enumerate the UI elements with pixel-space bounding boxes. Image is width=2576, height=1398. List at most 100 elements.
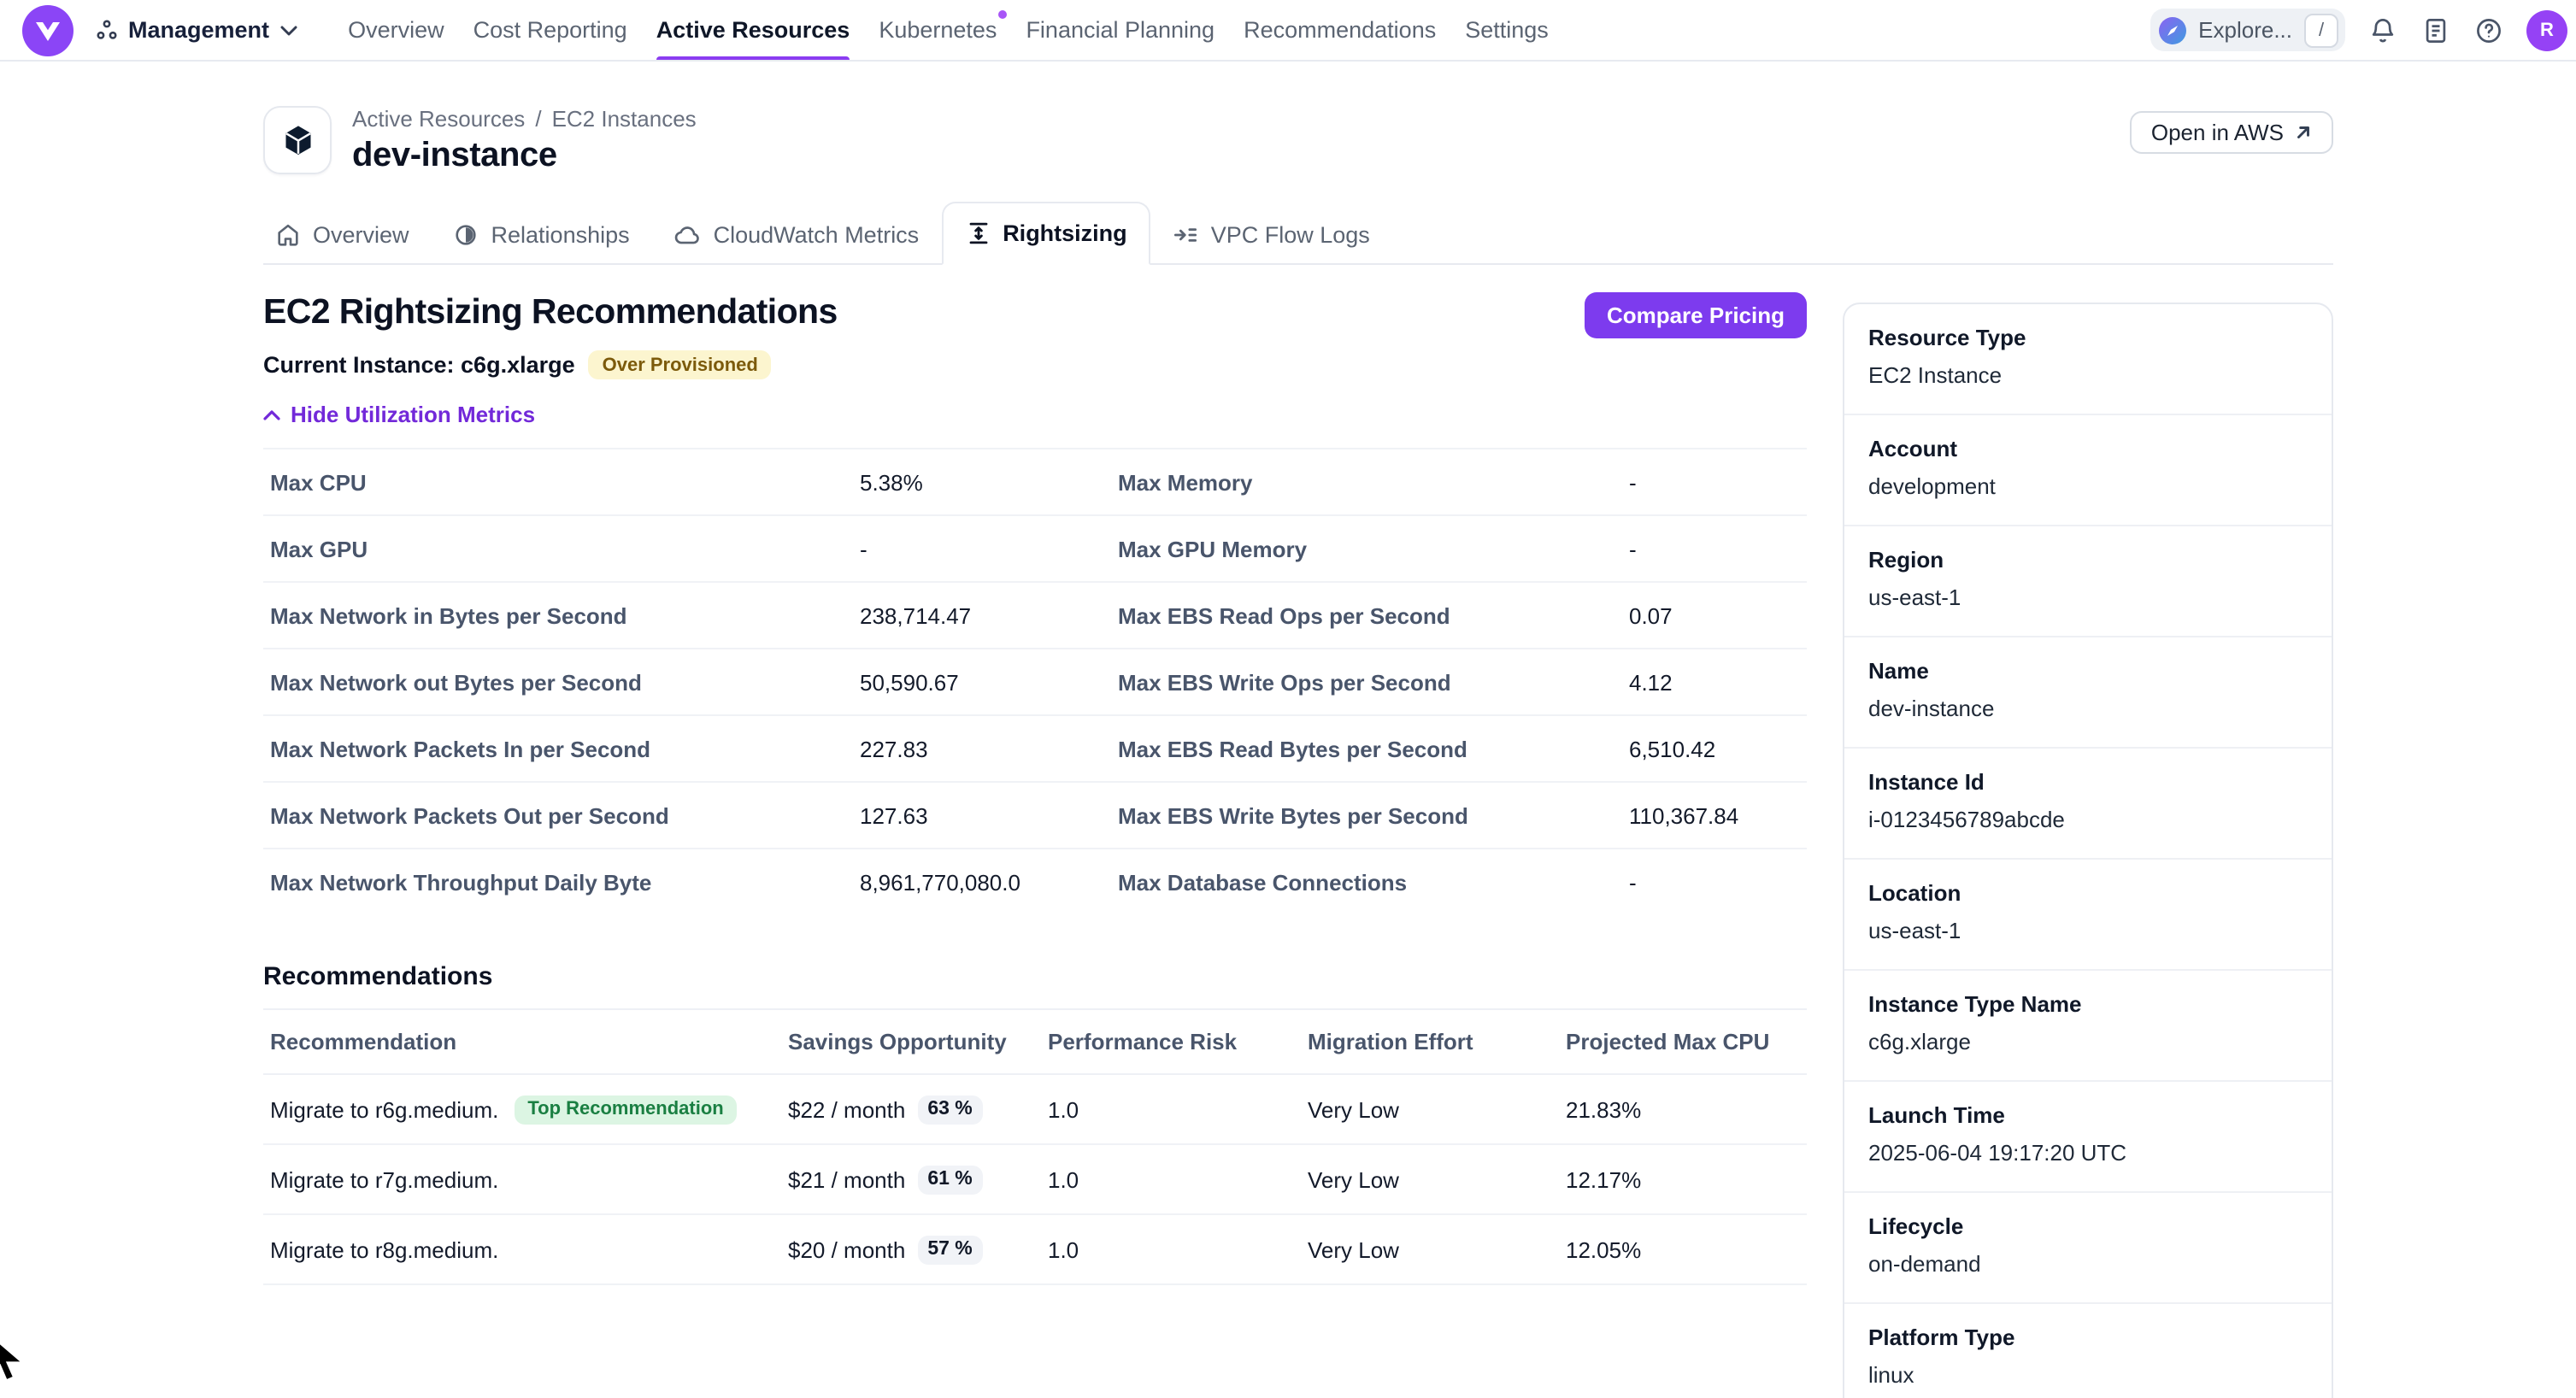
recommendation-row[interactable]: Migrate to r7g.medium. $21 / month 61 % … <box>263 1145 1807 1215</box>
metric-value: - <box>1629 536 1637 561</box>
chevron-up-icon <box>263 409 280 420</box>
column-header: Recommendation <box>270 1029 457 1054</box>
nav-item-cost-reporting[interactable]: Cost Reporting <box>473 17 627 43</box>
metric-value: 6,510.42 <box>1629 736 1716 761</box>
rightsizing-panel: EC2 Rightsizing Recommendations Compare … <box>263 292 1807 1285</box>
metric-row: Max Network Packets In per Second 227.83… <box>263 716 1807 783</box>
recommendation-name: Migrate to r6g.medium. <box>270 1096 499 1122</box>
tab-overview[interactable]: Overview <box>263 205 432 263</box>
savings-amount: $20 / month <box>788 1236 906 1262</box>
metric-label: Max Network Packets In per Second <box>270 736 651 761</box>
recommendation-row[interactable]: Migrate to r6g.medium. Top Recommendatio… <box>263 1075 1807 1145</box>
performance-risk: 1.0 <box>1048 1166 1079 1192</box>
resize-vertical-icon <box>965 220 991 246</box>
metric-label: Max Network in Bytes per Second <box>270 602 627 628</box>
metric-value: 127.63 <box>860 802 928 828</box>
docs-icon[interactable] <box>2420 15 2451 45</box>
current-instance-label: Current Instance: c6g.xlarge <box>263 352 575 378</box>
open-in-aws-button[interactable]: Open in AWS <box>2130 111 2333 154</box>
top-recommendation-badge: Top Recommendation <box>514 1095 738 1124</box>
org-dots-icon <box>96 19 118 41</box>
nav-item-active-resources[interactable]: Active Resources <box>656 0 850 60</box>
nav-item-overview[interactable]: Overview <box>348 17 444 43</box>
metric-value: - <box>1629 469 1637 495</box>
new-feature-dot <box>998 10 1008 19</box>
column-header: Performance Risk <box>1048 1029 1238 1054</box>
breadcrumb-ec2-instances[interactable]: EC2 Instances <box>551 106 697 132</box>
metric-value: - <box>1629 869 1637 895</box>
compare-pricing-button[interactable]: Compare Pricing <box>1584 292 1807 338</box>
metric-row: Max CPU 5.38% Max Memory - <box>263 449 1807 516</box>
detail-label: Instance Type Name <box>1868 991 2082 1017</box>
performance-risk: 1.0 <box>1048 1236 1079 1262</box>
notifications-bell-icon[interactable] <box>2367 15 2398 45</box>
detail-row: Resource Type EC2 Instance <box>1844 304 2332 415</box>
page-title: dev-instance <box>352 137 557 174</box>
detail-row: Launch Time 2025-06-04 19:17:20 UTC <box>1844 1082 2332 1193</box>
slash-shortcut-key: / <box>2304 13 2338 47</box>
breadcrumb: Active Resources / EC2 Instances <box>352 106 697 132</box>
resource-icon-card <box>263 106 332 174</box>
nav-right-cluster: Explore... / R <box>2150 9 2567 51</box>
metric-label: Max EBS Read Bytes per Second <box>1118 736 1467 761</box>
detail-label: Region <box>1868 547 1944 573</box>
detail-value: c6g.xlarge <box>1868 1029 1971 1054</box>
recommendations-table: Recommendation Savings Opportunity Perfo… <box>263 1008 1807 1285</box>
tab-vpc-flow-logs[interactable]: VPC Flow Logs <box>1151 205 1392 263</box>
workspace-menu-label: Management <box>128 17 270 43</box>
detail-value: EC2 Instance <box>1868 362 2003 388</box>
recommendation-name: Migrate to r8g.medium. <box>270 1236 499 1262</box>
help-icon[interactable] <box>2473 15 2504 45</box>
tab-rightsizing[interactable]: Rightsizing <box>941 202 1151 265</box>
detail-value: on-demand <box>1868 1251 1981 1277</box>
metric-row: Max Network Throughput Daily Byte 8,961,… <box>263 849 1807 914</box>
nav-item-settings[interactable]: Settings <box>1465 17 1549 43</box>
metric-label: Max Memory <box>1118 469 1253 495</box>
detail-row: Lifecycle on-demand <box>1844 1193 2332 1304</box>
tab-cloudwatch-metrics[interactable]: CloudWatch Metrics <box>652 205 942 263</box>
tab-relationships[interactable]: Relationships <box>432 205 652 263</box>
savings-percent-badge: 61 % <box>917 1165 983 1194</box>
arrow-up-right-icon <box>2294 123 2313 142</box>
section-heading: EC2 Rightsizing Recommendations <box>263 292 838 332</box>
detail-label: Resource Type <box>1868 325 2026 350</box>
page-header: Active Resources / EC2 Instances dev-ins… <box>263 106 2333 176</box>
metric-value: 227.83 <box>860 736 928 761</box>
detail-label: Launch Time <box>1868 1102 2005 1128</box>
detail-value: development <box>1868 473 1996 499</box>
metric-label: Max EBS Write Bytes per Second <box>1118 802 1468 828</box>
recommendation-row[interactable]: Migrate to r8g.medium. $20 / month 57 % … <box>263 1215 1807 1285</box>
detail-label: Lifecycle <box>1868 1213 1964 1239</box>
savings-amount: $22 / month <box>788 1096 906 1122</box>
detail-label: Name <box>1868 658 1929 684</box>
breadcrumb-active-resources[interactable]: Active Resources <box>352 106 526 132</box>
detail-row: Platform Type linux <box>1844 1304 2332 1398</box>
column-header: Projected Max CPU <box>1566 1029 1770 1054</box>
title-block: Active Resources / EC2 Instances dev-ins… <box>352 106 697 176</box>
nav-item-kubernetes[interactable]: Kubernetes <box>879 0 1008 60</box>
nav-item-financial-planning[interactable]: Financial Planning <box>1026 17 1215 43</box>
user-avatar[interactable]: R <box>2526 9 2567 50</box>
detail-row: Location us-east-1 <box>1844 860 2332 971</box>
metric-value: 238,714.47 <box>860 602 972 628</box>
metric-label: Max EBS Write Ops per Second <box>1118 669 1451 695</box>
metric-value: - <box>860 536 867 561</box>
metric-value: 5.38% <box>860 469 923 495</box>
toggle-utilization-metrics-link[interactable]: Hide Utilization Metrics <box>263 402 1807 427</box>
over-provisioned-badge: Over Provisioned <box>588 350 772 379</box>
resource-details-card: Resource Type EC2 Instance Account devel… <box>1843 303 2333 1398</box>
migration-effort: Very Low <box>1308 1236 1399 1262</box>
column-header: Migration Effort <box>1308 1029 1473 1054</box>
brand-logo-icon[interactable] <box>22 4 74 56</box>
recommendations-header-row: Recommendation Savings Opportunity Perfo… <box>263 1008 1807 1075</box>
detail-value: us-east-1 <box>1868 584 1961 610</box>
metric-row: Max Network out Bytes per Second 50,590.… <box>263 649 1807 716</box>
explore-search-button[interactable]: Explore... / <box>2150 9 2345 51</box>
metric-value: 50,590.67 <box>860 669 959 695</box>
performance-risk: 1.0 <box>1048 1096 1079 1122</box>
metric-value: 110,367.84 <box>1629 802 1739 828</box>
detail-row: Name dev-instance <box>1844 637 2332 749</box>
detail-row: Region us-east-1 <box>1844 526 2332 637</box>
nav-item-recommendations[interactable]: Recommendations <box>1244 17 1437 43</box>
workspace-menu[interactable]: Management <box>96 17 297 43</box>
